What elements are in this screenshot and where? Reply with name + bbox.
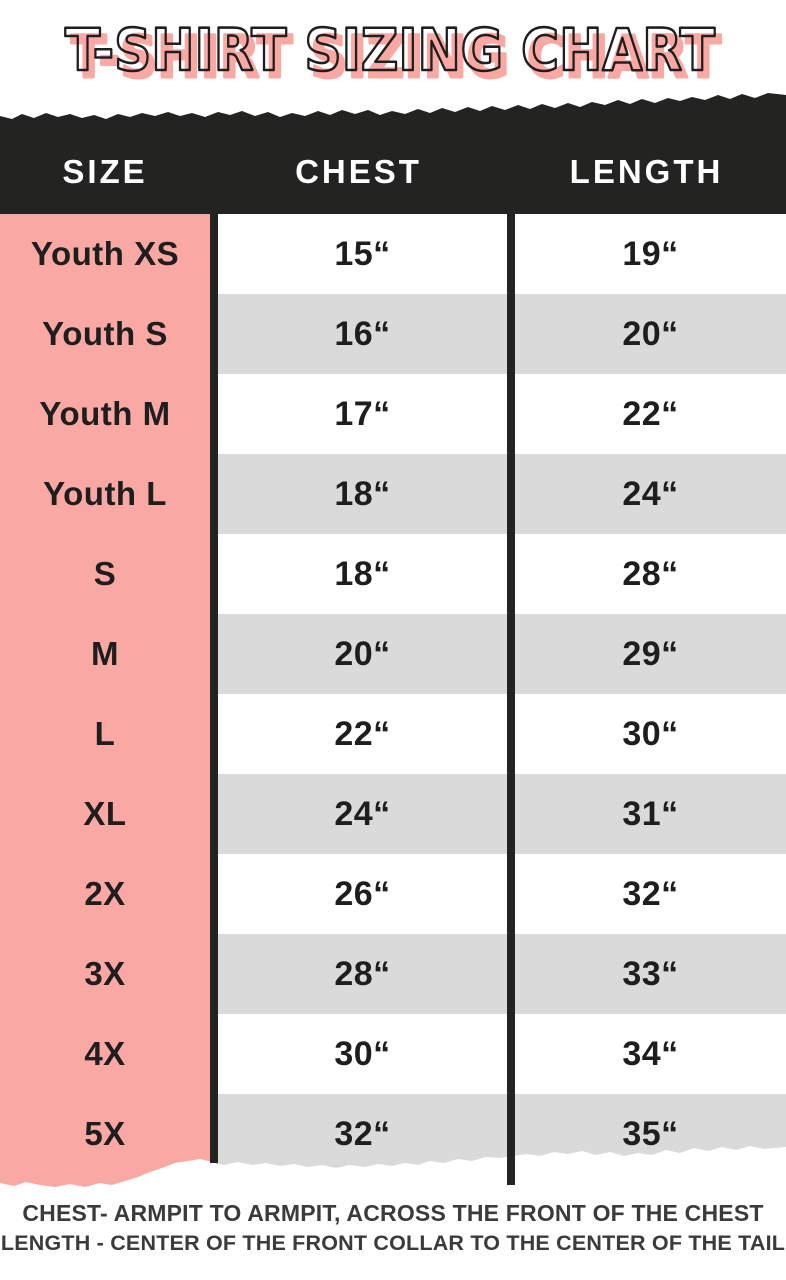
size-cell: Youth S xyxy=(0,294,210,374)
table-row: 4X 30“ 34“ xyxy=(0,1014,786,1094)
chest-note: CHEST- ARMPIT TO ARMPIT, ACROSS THE FRON… xyxy=(22,1200,764,1226)
sizing-table: Youth XS 15“ 19“ Youth S 16“ 20“ Youth M… xyxy=(0,214,786,1196)
table-row: S 18“ 28“ xyxy=(0,534,786,614)
page-title-fill: T-SHIRT SIZING CHART xyxy=(71,23,721,91)
size-cell: Youth L xyxy=(0,454,210,534)
header-size: SIZE xyxy=(62,153,148,190)
table-row: Youth M 17“ 22“ xyxy=(0,374,786,454)
chest-cell: 26“ xyxy=(210,854,507,934)
sizing-table-body: Youth XS 15“ 19“ Youth S 16“ 20“ Youth M… xyxy=(0,214,786,1174)
divider-stub-left xyxy=(210,1132,218,1163)
header-chest: CHEST xyxy=(295,153,422,190)
table-row: Youth S 16“ 20“ xyxy=(0,294,786,374)
chest-cell: 28“ xyxy=(210,934,507,1014)
chest-cell: 30“ xyxy=(210,1014,507,1094)
length-cell: 22“ xyxy=(507,374,786,454)
chest-cell: 16“ xyxy=(210,294,507,374)
table-row: Youth XS 15“ 19“ xyxy=(0,214,786,294)
length-cell: 31“ xyxy=(507,774,786,854)
length-cell: 28“ xyxy=(507,534,786,614)
chest-cell: 18“ xyxy=(210,534,507,614)
header-length: LENGTH xyxy=(569,153,724,190)
table-row: L 22“ 30“ xyxy=(0,694,786,774)
length-note: LENGTH - CENTER OF THE FRONT COLLAR TO T… xyxy=(0,1231,786,1255)
length-cell: 19“ xyxy=(507,214,786,294)
page-title: T-SHIRT SIZING CHART T-SHIRT SIZING CHAR… xyxy=(64,15,723,93)
table-row: M 20“ 29“ xyxy=(0,614,786,694)
table-header-bar: SIZE CHEST LENGTH xyxy=(0,130,786,214)
chest-cell: 15“ xyxy=(210,214,507,294)
size-cell: Youth M xyxy=(0,374,210,454)
length-cell: 34“ xyxy=(507,1014,786,1094)
length-cell: 20“ xyxy=(507,294,786,374)
size-cell: 5X xyxy=(0,1094,210,1174)
size-cell: 4X xyxy=(0,1014,210,1094)
chest-cell: 24“ xyxy=(210,774,507,854)
chest-cell: 18“ xyxy=(210,454,507,534)
length-cell: 30“ xyxy=(507,694,786,774)
page-title-outline: T-SHIRT SIZING CHART xyxy=(65,16,715,84)
length-cell: 29“ xyxy=(507,614,786,694)
size-cell: XL xyxy=(0,774,210,854)
table-row: 3X 28“ 33“ xyxy=(0,934,786,1014)
torn-edge-bottom xyxy=(0,1132,786,1202)
chest-cell: 22“ xyxy=(210,694,507,774)
divider-stub-right xyxy=(507,1132,515,1185)
chest-cell: 17“ xyxy=(210,374,507,454)
size-cell: M xyxy=(0,614,210,694)
chest-cell: 20“ xyxy=(210,614,507,694)
size-cell: 2X xyxy=(0,854,210,934)
size-cell: 3X xyxy=(0,934,210,1014)
table-row: Youth L 18“ 24“ xyxy=(0,454,786,534)
size-cell: L xyxy=(0,694,210,774)
length-cell: 33“ xyxy=(507,934,786,1014)
length-cell: 24“ xyxy=(507,454,786,534)
length-cell: 32“ xyxy=(507,854,786,934)
table-row: XL 24“ 31“ xyxy=(0,774,786,854)
torn-edge-top xyxy=(0,93,786,131)
measurement-notes: CHEST- ARMPIT TO ARMPIT, ACROSS THE FRON… xyxy=(0,1198,786,1258)
size-cell: S xyxy=(0,534,210,614)
size-cell: Youth XS xyxy=(0,214,210,294)
table-row: 2X 26“ 32“ xyxy=(0,854,786,934)
